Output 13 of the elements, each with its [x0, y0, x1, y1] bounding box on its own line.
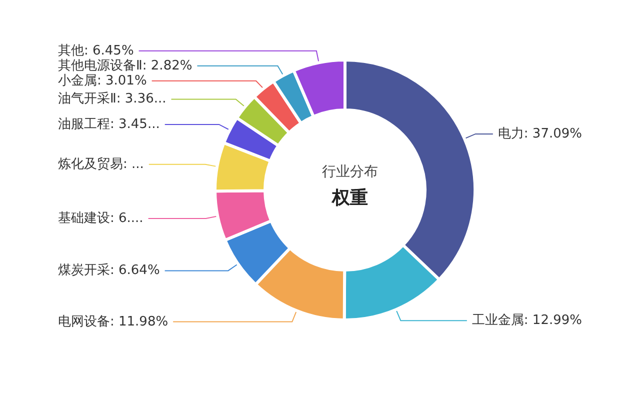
slice-label: 其他电源设备Ⅱ: 2.82%	[58, 58, 192, 74]
slice-label: 电力: 37.09%	[498, 126, 582, 142]
text: 行业分布	[322, 164, 378, 180]
slice-label: 电网设备: 11.98%	[58, 314, 168, 330]
slice-label: 煤炭开采: 6.64%	[58, 263, 160, 278]
slice-label: 油气开采Ⅱ: 3.36...	[58, 92, 166, 107]
slice-label: 基础建设: 6....	[58, 211, 144, 226]
slice-label: 油服工程: 3.45...	[58, 116, 160, 132]
slice-label: 炼化及贸易: ...	[58, 156, 144, 172]
slice-label: 小金属: 3.01%	[58, 73, 147, 88]
slice-label: 其他: 6.45%	[58, 43, 134, 58]
text: 权重	[331, 188, 368, 208]
slice-label: 工业金属: 12.99%	[472, 313, 582, 328]
